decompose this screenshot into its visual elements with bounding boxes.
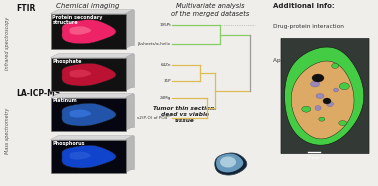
Ellipse shape: [339, 83, 349, 90]
Ellipse shape: [333, 88, 339, 92]
Text: β-sheets/α-helix: β-sheets/α-helix: [138, 42, 171, 46]
Polygon shape: [51, 54, 133, 57]
Polygon shape: [62, 145, 116, 168]
Polygon shape: [70, 152, 91, 160]
Polygon shape: [51, 97, 125, 131]
Polygon shape: [51, 14, 125, 49]
Polygon shape: [291, 61, 354, 139]
Polygon shape: [51, 135, 133, 140]
FancyBboxPatch shape: [281, 39, 369, 153]
Polygon shape: [220, 156, 236, 168]
Ellipse shape: [323, 98, 331, 104]
Ellipse shape: [315, 105, 321, 110]
Text: Additional info:: Additional info:: [273, 3, 335, 9]
Ellipse shape: [339, 121, 347, 126]
Polygon shape: [59, 9, 133, 44]
Polygon shape: [70, 110, 91, 118]
Polygon shape: [51, 57, 125, 91]
Text: 64Zn: 64Zn: [161, 63, 171, 67]
Ellipse shape: [327, 102, 333, 107]
Polygon shape: [215, 153, 247, 175]
Text: Tumor thin section:
dead vs viable
tissue: Tumor thin section: dead vs viable tissu…: [153, 106, 217, 123]
Text: 1 mm: 1 mm: [308, 156, 320, 160]
Ellipse shape: [302, 106, 311, 112]
Ellipse shape: [310, 81, 319, 87]
Text: Multivariate analysis
of the merged datasets: Multivariate analysis of the merged data…: [171, 3, 249, 17]
Polygon shape: [51, 94, 133, 97]
Text: Chemical imaging: Chemical imaging: [56, 3, 120, 9]
Polygon shape: [125, 9, 133, 49]
Text: 31P: 31P: [163, 79, 171, 83]
Text: Phosphate: Phosphate: [53, 59, 82, 63]
Ellipse shape: [332, 63, 339, 68]
Ellipse shape: [319, 117, 325, 121]
Text: FTIR: FTIR: [16, 4, 36, 13]
Polygon shape: [62, 20, 116, 44]
Polygon shape: [62, 63, 116, 86]
Polygon shape: [51, 9, 133, 14]
Polygon shape: [59, 135, 133, 169]
Polygon shape: [216, 154, 243, 172]
Text: Mass spectrometry: Mass spectrometry: [6, 108, 11, 154]
Polygon shape: [59, 94, 133, 126]
Polygon shape: [70, 70, 91, 78]
Ellipse shape: [316, 94, 324, 99]
Text: 24Mg: 24Mg: [160, 96, 171, 100]
Polygon shape: [125, 135, 133, 172]
Polygon shape: [285, 47, 364, 145]
Text: ν2(P-O) of PO4³⁻: ν2(P-O) of PO4³⁻: [137, 116, 171, 120]
Ellipse shape: [313, 76, 322, 82]
Text: LA-ICP-MS: LA-ICP-MS: [16, 89, 60, 98]
Ellipse shape: [312, 74, 324, 82]
Text: Infrared spectroscopy: Infrared spectroscopy: [6, 16, 11, 70]
Text: Phosphorus: Phosphorus: [53, 140, 85, 145]
Polygon shape: [125, 54, 133, 91]
Text: Drug-protein interaction: Drug-protein interaction: [273, 24, 344, 29]
Polygon shape: [62, 103, 116, 126]
Polygon shape: [125, 94, 133, 131]
Polygon shape: [70, 26, 91, 35]
Text: Apoptosis stage: Apoptosis stage: [273, 58, 320, 63]
Text: Protein secondary
structure: Protein secondary structure: [53, 15, 103, 25]
Polygon shape: [51, 140, 125, 172]
Text: Platinum: Platinum: [53, 99, 77, 103]
Text: 195Pt: 195Pt: [159, 23, 171, 27]
Polygon shape: [59, 54, 133, 86]
